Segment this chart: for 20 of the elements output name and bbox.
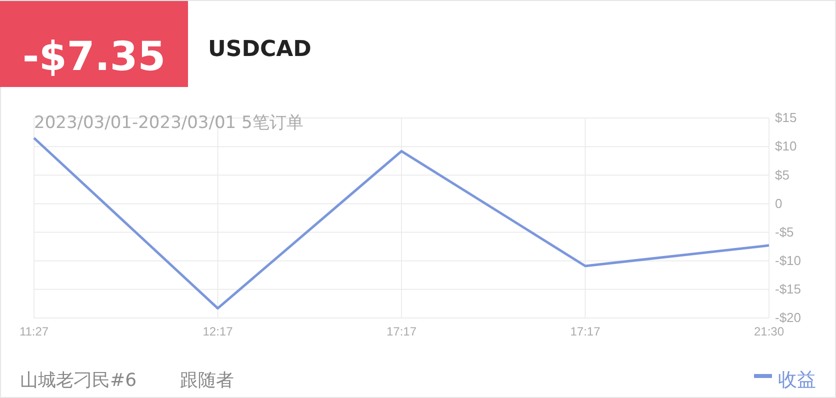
chart-title: USDCAD	[208, 37, 312, 62]
y-tick-label: $10	[775, 138, 797, 154]
x-tick-label: 21:30	[754, 324, 784, 339]
x-tick-label: 11:27	[19, 324, 49, 339]
text: 跟随者	[180, 370, 234, 391]
x-tick-label: 17:17	[570, 324, 601, 339]
y-tick-label: -$10	[775, 253, 802, 268]
x-tick-label: 12:17	[202, 324, 234, 339]
y-tick-label: $15	[775, 110, 797, 126]
text: -$7.35	[22, 34, 166, 80]
y-tick-label: 0	[775, 196, 782, 211]
legend-label: 收益	[778, 369, 816, 391]
x-tick-label: 17:17	[386, 324, 417, 339]
y-tick-label: $5	[775, 167, 790, 182]
y-tick-label: -$15	[775, 282, 802, 297]
line-series	[32, 136, 770, 310]
chart-subtitle: 2023/03/01-2023/03/01 5笔订单	[34, 113, 304, 133]
y-tick-label: -$20	[775, 310, 802, 326]
text: 山城老刁民#6	[20, 370, 137, 391]
y-tick-label: -$5	[775, 224, 794, 240]
